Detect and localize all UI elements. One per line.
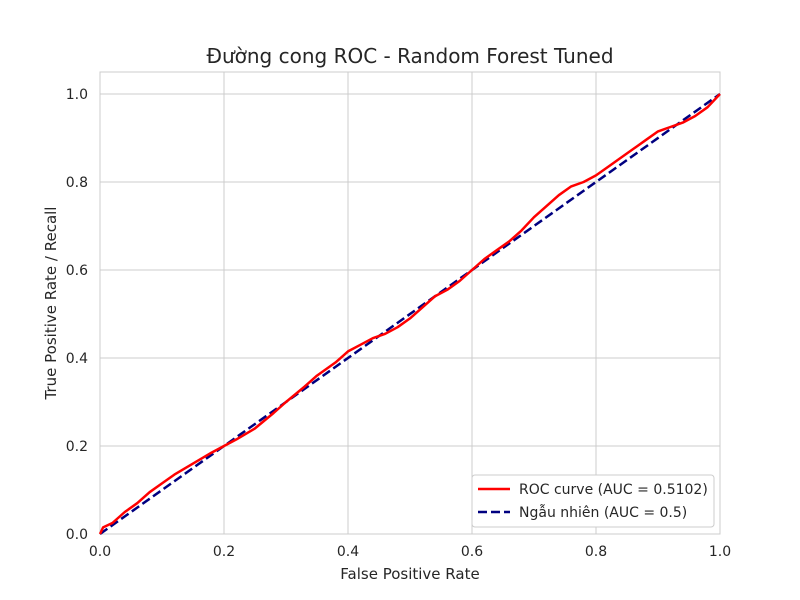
roc-curve-line (98, 93, 721, 535)
x-axis-label: False Positive Rate (340, 565, 479, 583)
series-lines (98, 92, 721, 536)
chart-title: Đường cong ROC - Random Forest Tuned (206, 44, 613, 68)
random-baseline-line (99, 92, 721, 536)
y-axis-label: True Positive Rate / Recall (42, 207, 60, 401)
legend-label-random: Ngẫu nhiên (AUC = 0.5) (519, 504, 687, 521)
legend-label-roc: ROC curve (AUC = 0.5102) (519, 482, 708, 498)
x-tick-label: 0.4 (337, 544, 359, 560)
tick-labels: 0.0 0.2 0.4 0.6 0.8 1.0 0.0 0.2 0.4 0.6 0.8 1.0 (66, 87, 731, 560)
x-tick-label: 0.6 (461, 544, 483, 560)
y-tick-label: 1.0 (66, 87, 88, 103)
grid-lines (99, 72, 721, 535)
legend: ROC curve (AUC = 0.5102) Ngẫu nhiên (AUC… (471, 474, 715, 528)
x-tick-label: 0.0 (89, 544, 111, 560)
x-tick-label: 1.0 (709, 544, 731, 560)
y-tick-label: 0.6 (66, 263, 88, 279)
y-tick-label: 0.0 (66, 527, 88, 543)
y-tick-label: 0.2 (66, 439, 88, 455)
x-tick-label: 0.8 (585, 544, 607, 560)
y-tick-label: 0.4 (66, 351, 88, 367)
x-tick-label: 0.2 (213, 544, 235, 560)
legend-box (471, 474, 715, 528)
y-tick-label: 0.8 (66, 175, 88, 191)
